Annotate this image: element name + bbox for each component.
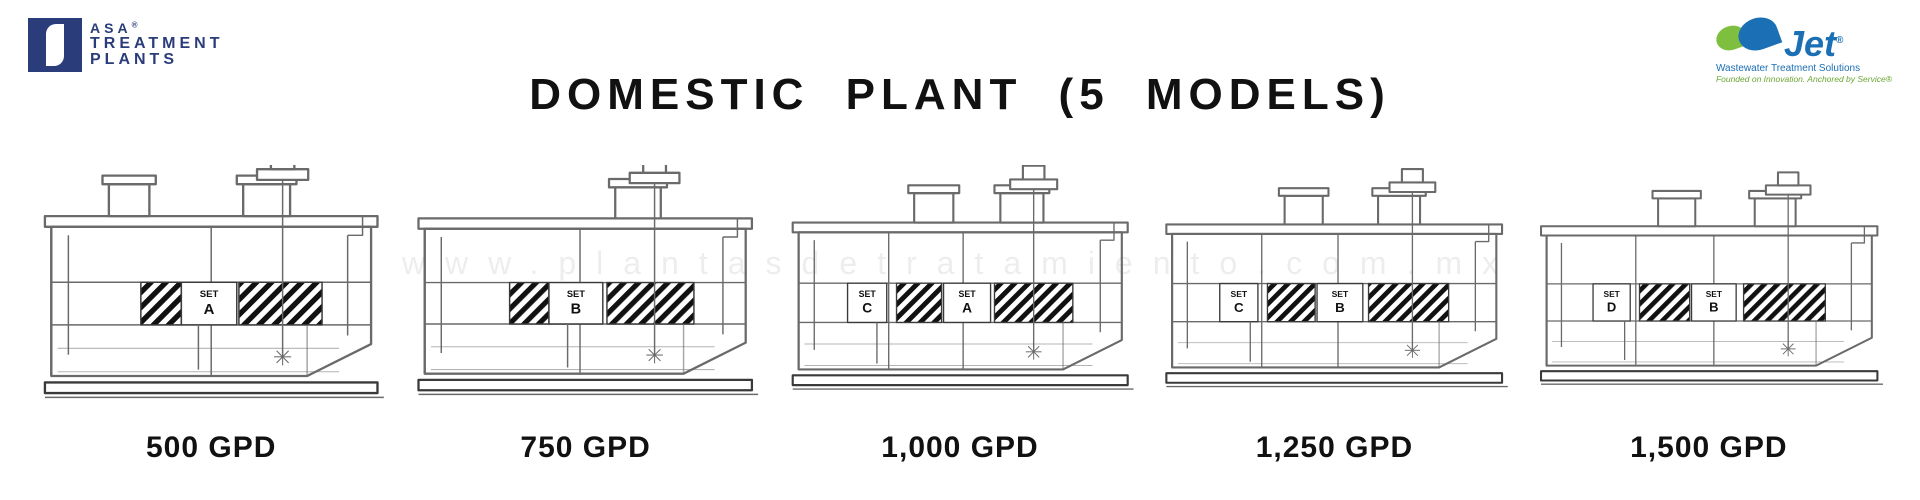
models-row: SETA500 GPDSETB750 GPDSETCSETA1,000 GPDS…	[30, 165, 1890, 465]
tank-diagram: SETDSETB	[1528, 165, 1890, 425]
svg-text:B: B	[1335, 300, 1345, 315]
logo-jet-swoosh-icon	[1716, 18, 1780, 56]
model-label: 750 GPD	[520, 431, 650, 465]
model: SET C SET A 1,000 GPD	[779, 165, 1141, 465]
svg-text:SET: SET	[958, 289, 976, 299]
svg-text:SET: SET	[858, 289, 876, 299]
svg-text:SET: SET	[567, 289, 585, 299]
logo-asa-line3: PLANTS	[90, 52, 223, 69]
svg-text:SET: SET	[1705, 289, 1722, 299]
svg-text:C: C	[862, 301, 872, 316]
logo-asa-line1: ASA	[90, 20, 132, 36]
svg-text:C: C	[1234, 300, 1244, 315]
logo-asa: ASA® TREATMENT PLANTS	[28, 18, 223, 72]
model-label: 500 GPD	[146, 431, 276, 465]
svg-text:SET: SET	[1603, 289, 1620, 299]
svg-text:A: A	[962, 301, 972, 316]
svg-text:SET: SET	[1231, 289, 1248, 299]
logo-asa-text: ASA® TREATMENT PLANTS	[90, 21, 223, 69]
tank-diagram: SET B	[404, 165, 766, 425]
svg-text:B: B	[571, 302, 581, 318]
svg-text:B: B	[1709, 300, 1718, 315]
svg-text:SET: SET	[1332, 289, 1349, 299]
tank-diagram: SETA	[30, 165, 392, 425]
model: SETA 500 GPD	[30, 165, 392, 465]
model: SETDSETB1,500 GPD	[1528, 165, 1890, 465]
tank-diagram: SETCSETB	[1153, 165, 1515, 425]
logo-jet-word: Jet	[1784, 23, 1836, 64]
logo-asa-mark	[28, 18, 82, 72]
tank-diagram: SET C SET A	[779, 165, 1141, 425]
model: SET B 750 GPD	[404, 165, 766, 465]
model-label: 1,000 GPD	[881, 431, 1038, 465]
model-label: 1,250 GPD	[1256, 431, 1413, 465]
page-title: DOMESTIC PLANT (5 MODELS)	[0, 70, 1920, 120]
logo-asa-line2: TREATMENT	[90, 36, 223, 53]
model-label: 1,500 GPD	[1630, 431, 1787, 465]
logo-jet-reg: ®	[1836, 35, 1843, 46]
model: SETCSETB1,250 GPD	[1153, 165, 1515, 465]
svg-text:D: D	[1607, 300, 1616, 315]
logo-asa-reg: ®	[132, 20, 138, 29]
svg-text:A: A	[204, 301, 215, 318]
svg-text:SET: SET	[200, 289, 219, 300]
